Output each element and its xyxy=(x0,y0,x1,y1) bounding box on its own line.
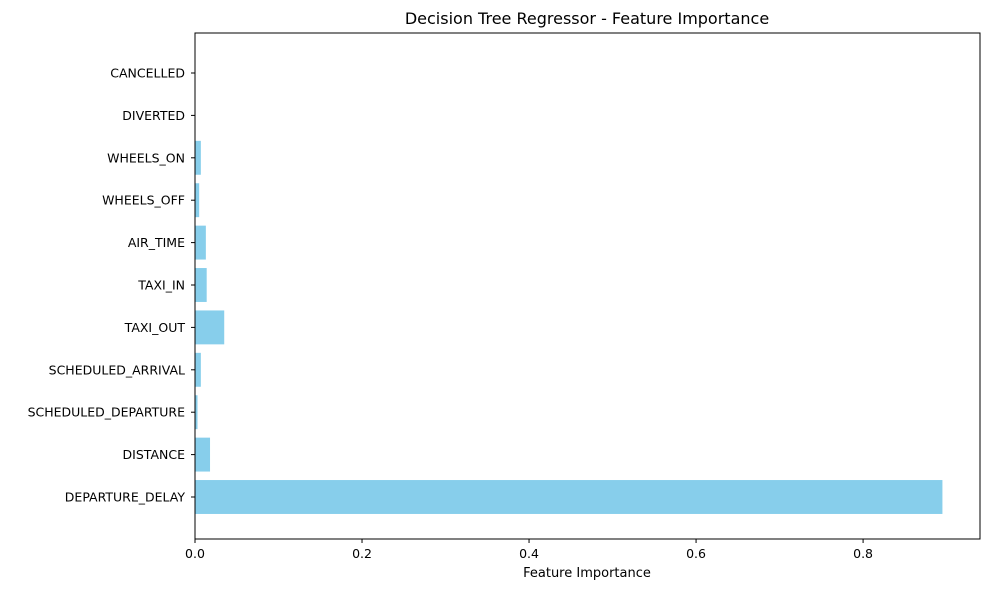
bar-departure-delay xyxy=(195,480,943,514)
y-tick-label: DEPARTURE_DELAY xyxy=(65,490,186,505)
bar-wheels-on xyxy=(195,140,201,175)
x-axis-label: Feature Importance xyxy=(523,566,651,581)
x-tick-label: 0.0 xyxy=(185,546,205,561)
y-tick-label: DIVERTED xyxy=(122,108,185,123)
x-axis-ticks: 0.0 0.2 0.4 0.6 0.8 xyxy=(185,539,873,561)
chart-title: Decision Tree Regressor - Feature Import… xyxy=(405,9,769,28)
y-tick-label: CANCELLED xyxy=(110,66,185,81)
bar-air-time xyxy=(195,225,206,260)
bars-group xyxy=(195,140,943,514)
bar-taxi-out xyxy=(195,310,225,345)
y-tick-label: AIR_TIME xyxy=(128,235,185,250)
x-tick-label: 0.8 xyxy=(853,546,873,561)
bar-taxi-in xyxy=(195,268,207,302)
y-tick-label: WHEELS_OFF xyxy=(102,193,185,208)
bar-distance xyxy=(195,437,211,472)
y-tick-label: SCHEDULED_ARRIVAL xyxy=(49,362,185,377)
y-tick-label: TAXI_IN xyxy=(137,278,185,293)
y-tick-label: SCHEDULED_DEPARTURE xyxy=(28,405,186,420)
bar-scheduled-arrival xyxy=(195,352,201,387)
bar-scheduled-departure xyxy=(195,395,198,430)
x-tick-label: 0.4 xyxy=(519,546,539,561)
y-tick-label: DISTANCE xyxy=(123,447,186,462)
x-tick-label: 0.6 xyxy=(686,546,706,561)
bar-wheels-off xyxy=(195,183,200,218)
plot-frame xyxy=(194,32,981,540)
y-axis-ticks: DEPARTURE_DELAY DISTANCE SCHEDULED_DEPARTU… xyxy=(28,66,195,505)
y-tick-label: WHEELS_ON xyxy=(107,150,185,165)
y-tick-label: TAXI_OUT xyxy=(124,320,186,335)
x-tick-label: 0.2 xyxy=(352,546,372,561)
